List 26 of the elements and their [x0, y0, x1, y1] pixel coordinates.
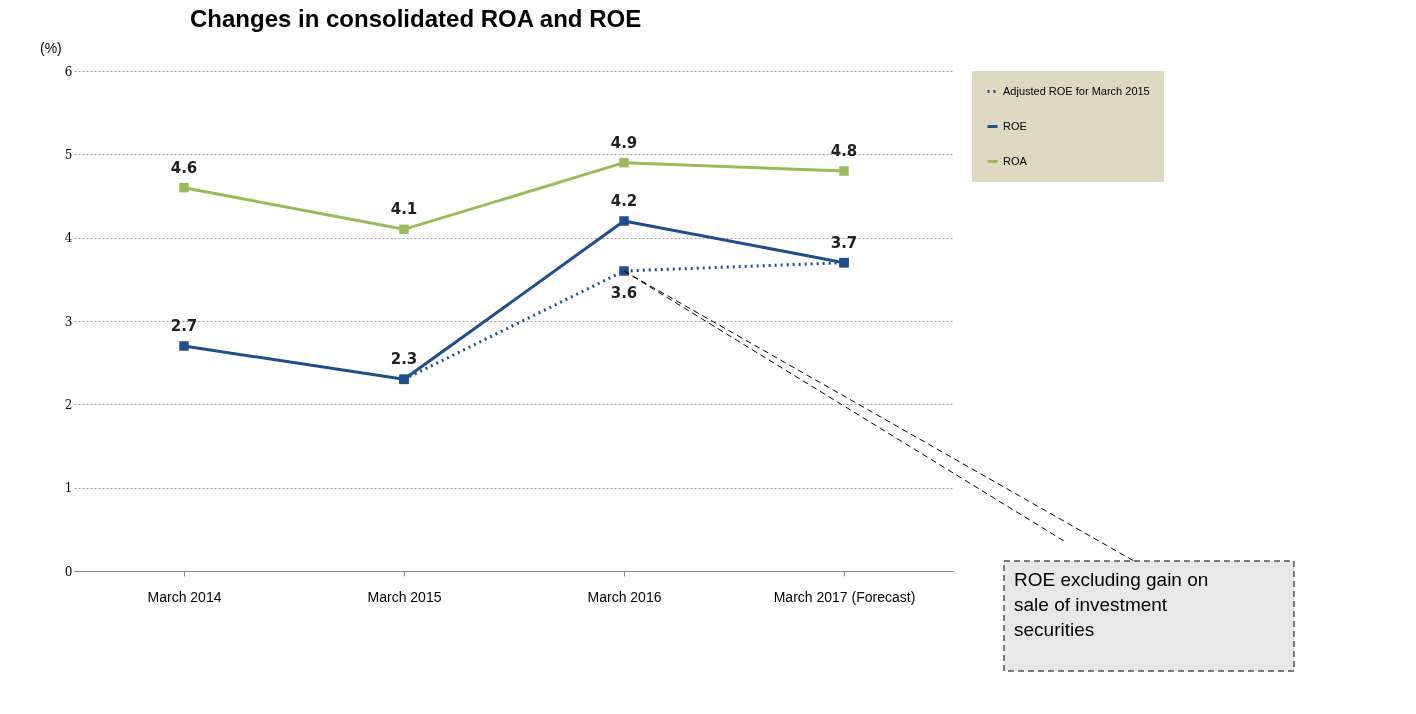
data-label: 2.3: [390, 350, 418, 369]
data-label: 4.1: [390, 200, 418, 219]
data-label: 4.2: [610, 192, 638, 210]
legend-label: Adjusted ROE for March 2015: [1003, 84, 1150, 97]
x-tick-label: March 2015: [367, 588, 442, 605]
x-tick-label: March 2017 (Forecast): [773, 588, 916, 605]
y-tick-label: 6: [64, 64, 73, 79]
legend-label: ROA: [1003, 154, 1028, 167]
y-tick-label: 4: [64, 231, 73, 246]
data-label: 2.7: [170, 317, 198, 335]
legend-label: ROE: [1003, 119, 1027, 132]
y-tick-label: 5: [64, 147, 73, 162]
data-label: 3.7: [830, 233, 858, 252]
x-tick-label: March 2014: [147, 588, 222, 605]
data-label: 4.8: [830, 142, 858, 160]
y-tick-label: 2: [64, 397, 73, 412]
y-tick-label: 0: [64, 564, 73, 579]
chart-title: Changes in consolidated ROA and ROE: [190, 5, 642, 32]
x-tick-label: March 2016: [587, 588, 662, 605]
data-label: 3.6: [610, 284, 638, 302]
y-tick-label: 3: [64, 314, 73, 329]
data-label: 4.9: [610, 133, 638, 152]
data-label: 4.6: [170, 158, 198, 177]
annotation: ROE excluding gain on sale of investment securities: [1014, 569, 1209, 640]
y-axis-title: (%): [40, 40, 62, 56]
y-tick-label: 1: [64, 481, 73, 496]
